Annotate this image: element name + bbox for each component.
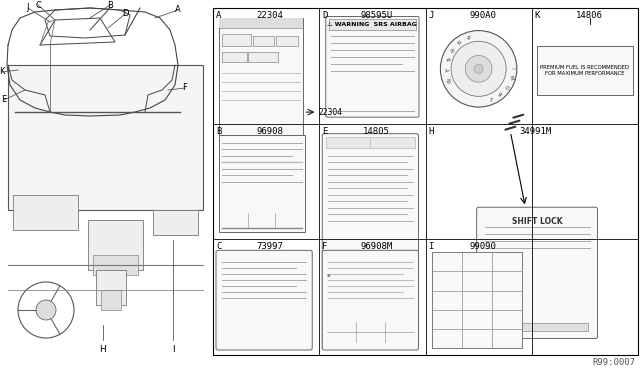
Text: 990A0: 990A0 xyxy=(469,11,496,20)
Text: K: K xyxy=(535,11,540,20)
Ellipse shape xyxy=(23,91,37,99)
FancyBboxPatch shape xyxy=(323,134,419,349)
Bar xyxy=(222,34,252,46)
Text: 96908M: 96908M xyxy=(360,242,392,251)
Text: !: ! xyxy=(509,67,514,69)
Text: ▪: ▪ xyxy=(326,272,330,277)
Text: D: D xyxy=(323,11,328,20)
Text: O: O xyxy=(503,84,509,90)
Text: I: I xyxy=(429,242,434,251)
Text: W: W xyxy=(444,77,451,83)
Text: 73997: 73997 xyxy=(257,242,284,251)
Circle shape xyxy=(16,114,48,146)
Text: Я: Я xyxy=(444,57,450,62)
Bar xyxy=(101,290,121,310)
Circle shape xyxy=(440,31,517,107)
Bar xyxy=(276,36,298,46)
Bar xyxy=(8,65,203,210)
Text: C: C xyxy=(35,0,41,10)
Circle shape xyxy=(451,41,506,96)
Text: H: H xyxy=(429,127,434,136)
Text: B: B xyxy=(107,0,113,10)
Circle shape xyxy=(154,122,170,138)
Text: A: A xyxy=(216,11,221,20)
Text: M: M xyxy=(508,75,513,81)
Bar xyxy=(153,210,198,235)
Text: 14806: 14806 xyxy=(575,11,602,20)
Bar xyxy=(219,135,305,232)
Bar xyxy=(486,324,588,331)
Text: E: E xyxy=(1,96,6,105)
Text: 22304: 22304 xyxy=(318,108,342,116)
Ellipse shape xyxy=(155,91,169,99)
Text: PREMIUM FUEL IS RECOMMENDED: PREMIUM FUEL IS RECOMMENDED xyxy=(540,65,629,70)
Text: C: C xyxy=(216,242,221,251)
Text: T: T xyxy=(488,97,492,103)
FancyBboxPatch shape xyxy=(216,250,312,350)
Text: R99:0007: R99:0007 xyxy=(592,358,635,367)
Text: SHIFT LOCK: SHIFT LOCK xyxy=(512,217,563,226)
Text: A: A xyxy=(443,68,448,72)
Text: F: F xyxy=(182,83,188,93)
Text: FOR MAXIMUM PERFORMANCE: FOR MAXIMUM PERFORMANCE xyxy=(545,71,625,76)
Text: D: D xyxy=(122,10,128,19)
FancyBboxPatch shape xyxy=(323,250,419,350)
Text: Я: Я xyxy=(465,35,470,41)
Bar xyxy=(93,255,138,275)
Bar xyxy=(327,322,413,342)
Bar xyxy=(253,36,274,46)
Circle shape xyxy=(146,114,178,146)
Text: I: I xyxy=(172,345,174,354)
Text: K: K xyxy=(0,67,4,77)
Text: J: J xyxy=(429,11,434,20)
Text: H: H xyxy=(100,345,106,354)
Text: N: N xyxy=(448,47,454,53)
Text: 22304: 22304 xyxy=(257,11,284,20)
Circle shape xyxy=(465,55,492,82)
Text: 99090: 99090 xyxy=(469,242,496,251)
Bar xyxy=(537,46,633,95)
Bar xyxy=(96,270,126,305)
Text: Я: Я xyxy=(496,92,502,98)
Text: F: F xyxy=(323,242,328,251)
Bar xyxy=(213,8,638,355)
Bar xyxy=(248,52,278,62)
Bar xyxy=(431,252,522,348)
Bar xyxy=(219,18,303,229)
Bar xyxy=(329,19,415,30)
Text: И: И xyxy=(455,40,461,46)
Circle shape xyxy=(24,122,40,138)
FancyBboxPatch shape xyxy=(326,16,419,117)
Text: J: J xyxy=(27,3,29,13)
Bar xyxy=(88,220,143,270)
Text: 96908: 96908 xyxy=(257,127,284,136)
Bar xyxy=(221,213,301,227)
Bar xyxy=(219,18,303,28)
Text: 34991M: 34991M xyxy=(520,127,552,136)
Text: 98595U: 98595U xyxy=(360,11,392,20)
Bar xyxy=(222,52,247,62)
Text: A: A xyxy=(175,6,181,15)
Bar xyxy=(13,195,78,230)
Circle shape xyxy=(36,300,56,320)
FancyBboxPatch shape xyxy=(477,207,598,339)
Text: 14805: 14805 xyxy=(363,127,390,136)
Text: B: B xyxy=(216,127,221,136)
Text: E: E xyxy=(323,127,328,136)
Text: ⚠ WARNING  SRS AIRBAG: ⚠ WARNING SRS AIRBAG xyxy=(328,22,417,26)
Bar xyxy=(72,106,122,112)
Circle shape xyxy=(474,64,483,73)
Bar xyxy=(326,137,415,148)
